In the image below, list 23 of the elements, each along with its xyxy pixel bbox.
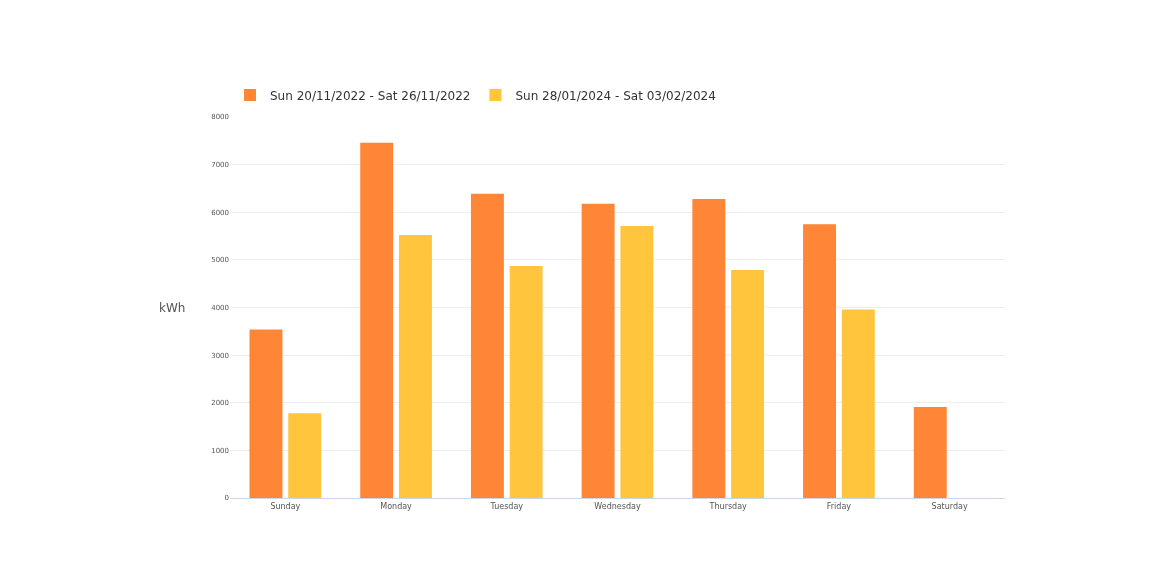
bar [581, 203, 615, 498]
bar [803, 224, 837, 498]
bar [841, 309, 875, 498]
x-tick-label: Thursday [708, 501, 748, 511]
bar [360, 142, 394, 498]
x-tick-label: Monday [380, 501, 413, 511]
bar [249, 329, 283, 498]
bar [398, 235, 432, 498]
y-axis-title: kWh [159, 301, 186, 315]
bar [470, 193, 504, 498]
x-tick-label: Wednesday [594, 501, 641, 511]
x-tick-label: Tuesday [489, 501, 524, 511]
x-tick-label: Friday [826, 501, 852, 511]
bar [731, 269, 765, 498]
x-tick-label: Sunday [270, 501, 301, 511]
legend-label: Sun 20/11/2022 - Sat 26/11/2022 [270, 88, 471, 103]
bar [620, 226, 654, 498]
bar [288, 413, 322, 498]
bar [913, 407, 947, 498]
x-tick-label: Saturday [931, 501, 968, 511]
bar [509, 266, 543, 498]
legend-label: Sun 28/01/2024 - Sat 03/02/2024 [515, 88, 716, 103]
bar [692, 198, 726, 498]
